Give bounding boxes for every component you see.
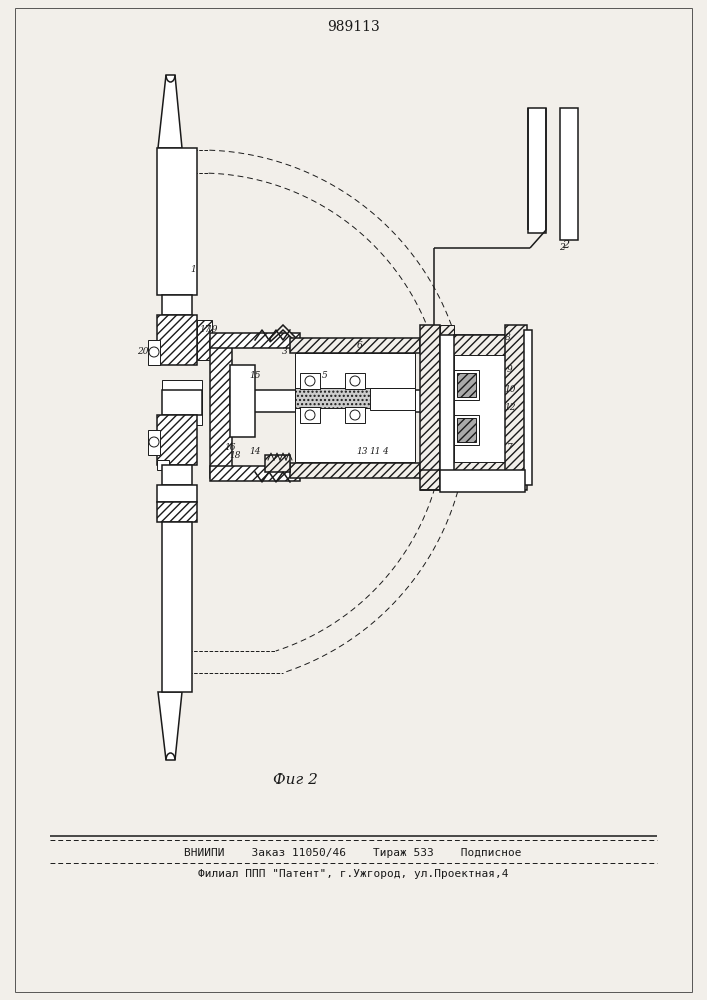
Text: 18: 18 — [229, 450, 241, 460]
Bar — [162, 380, 202, 425]
Bar — [300, 407, 320, 423]
Bar — [440, 475, 454, 487]
Bar — [230, 365, 255, 437]
Text: 11: 11 — [369, 448, 381, 456]
Text: 12: 12 — [504, 403, 515, 412]
Bar — [197, 320, 212, 360]
Bar — [210, 333, 300, 348]
Bar — [454, 370, 479, 400]
Text: 3: 3 — [282, 348, 288, 357]
Text: 8: 8 — [505, 334, 511, 342]
Bar — [162, 522, 192, 692]
Bar — [157, 315, 197, 365]
Polygon shape — [270, 325, 296, 342]
Bar — [290, 338, 420, 353]
Bar — [210, 338, 232, 478]
Bar — [345, 373, 365, 389]
Text: 20: 20 — [137, 348, 148, 357]
Bar — [300, 373, 320, 389]
Text: ВНИИПИ    Заказ 11050/46    Тираж 533    Подписное: ВНИИПИ Заказ 11050/46 Тираж 533 Подписно… — [185, 848, 522, 858]
Bar — [457, 373, 476, 397]
Text: 5: 5 — [322, 370, 328, 379]
Bar — [440, 325, 454, 335]
Bar — [454, 415, 479, 445]
Text: 989113: 989113 — [327, 20, 380, 34]
Bar — [560, 108, 578, 240]
Text: 14: 14 — [250, 448, 261, 456]
Text: 1: 1 — [190, 265, 196, 274]
Bar — [454, 335, 525, 480]
Bar — [420, 325, 440, 490]
Text: 6: 6 — [357, 340, 363, 350]
Text: 16: 16 — [224, 444, 235, 452]
Bar — [454, 355, 509, 462]
Text: Фиг 2: Фиг 2 — [273, 773, 317, 787]
Bar — [457, 418, 476, 442]
Polygon shape — [158, 75, 182, 148]
Bar — [157, 415, 197, 465]
Circle shape — [149, 437, 159, 447]
Bar — [148, 340, 160, 365]
Text: 15: 15 — [250, 370, 261, 379]
Bar — [157, 460, 169, 470]
Text: 10: 10 — [504, 385, 515, 394]
Text: 19: 19 — [206, 326, 218, 334]
Bar — [295, 353, 415, 462]
Bar — [157, 485, 197, 502]
Bar — [157, 148, 197, 295]
Text: 4: 4 — [382, 448, 388, 456]
Text: 7: 7 — [507, 444, 513, 452]
Bar — [230, 390, 490, 412]
Text: 2: 2 — [559, 243, 565, 252]
Bar — [157, 502, 197, 522]
Bar — [210, 466, 300, 481]
Polygon shape — [158, 692, 182, 760]
Bar — [290, 463, 420, 478]
Bar — [528, 108, 546, 233]
Text: 9: 9 — [507, 365, 513, 374]
Text: Филиал ППП "Патент", г.Ужгород, ул.Проектная,4: Филиал ППП "Патент", г.Ужгород, ул.Проек… — [198, 869, 508, 879]
Bar — [440, 335, 525, 480]
Circle shape — [350, 410, 360, 420]
Circle shape — [305, 410, 315, 420]
Text: 13: 13 — [356, 448, 368, 456]
Polygon shape — [265, 455, 290, 472]
Circle shape — [350, 376, 360, 386]
Bar — [162, 390, 202, 415]
Bar — [505, 325, 527, 490]
Bar — [345, 407, 365, 423]
Text: 2: 2 — [562, 240, 569, 250]
Bar — [440, 470, 525, 492]
Circle shape — [149, 347, 159, 357]
Bar — [524, 330, 532, 485]
Bar — [162, 295, 192, 315]
Polygon shape — [370, 388, 415, 410]
Bar — [295, 388, 415, 408]
Bar — [162, 465, 192, 485]
Text: 17: 17 — [199, 326, 211, 334]
Bar — [148, 430, 160, 455]
Circle shape — [305, 376, 315, 386]
